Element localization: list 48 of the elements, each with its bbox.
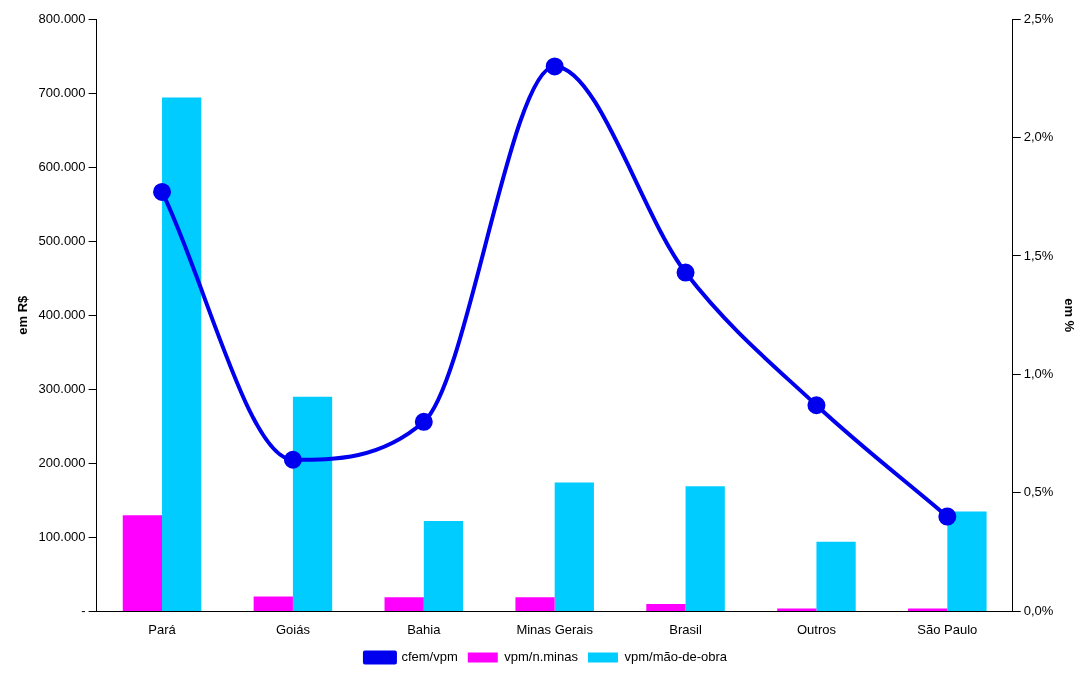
x-tick-label: São Paulo [917,621,978,637]
bar [384,597,424,611]
y2-tick-label: 2,0% [1023,129,1054,145]
x-tick-label: Minas Gerais [516,621,594,637]
bar [947,511,987,611]
y-axis-title: em R$ [15,294,31,335]
bar [908,608,948,611]
point [283,450,302,469]
legend-label: vpm/n.minas [504,649,579,665]
bar [816,541,856,611]
y-tick-label: 500.000 [38,232,86,248]
point [153,182,172,201]
y2-tick-label: 2,5% [1023,10,1054,26]
x-tick-label: Brasil [669,621,702,637]
y-tick-label: 300.000 [38,380,86,396]
y2-tick-label: 0,0% [1023,602,1054,618]
y-tick-label: 100.000 [38,528,86,544]
x-tick-label: Pará [148,621,177,637]
bar [423,521,464,611]
bar [292,396,333,611]
y2-tick-label: 0,5% [1023,484,1054,500]
bar [554,482,594,611]
y-tick-label: - [81,602,86,618]
y-tick-label: 800.000 [38,10,86,26]
x-tick-label: Bahia [407,621,442,637]
y2-tick-label: 1,0% [1023,366,1054,382]
bar [777,608,817,611]
y-tick-label: 200.000 [38,454,86,470]
bar [253,596,293,611]
point [676,263,695,282]
y-tick-label: 600.000 [38,158,86,174]
bar [685,486,725,611]
y2-tick-label: 1,5% [1023,247,1054,263]
point [414,412,433,431]
bar [162,97,202,611]
bar [122,515,163,611]
y2-axis-title: em % [1061,298,1077,333]
point [545,57,564,76]
x-tick-label: Goiás [275,621,311,637]
point [807,396,826,415]
x-tick-label: Outros [796,621,837,637]
y-tick-label: 700.000 [38,84,86,100]
y-tick-label: 400.000 [38,306,86,322]
bar [646,604,686,611]
legend-label: cfem/vpm [401,649,458,665]
legend-label: vpm/mão-de-obra [624,649,728,665]
bar [515,597,555,611]
point [938,507,957,526]
